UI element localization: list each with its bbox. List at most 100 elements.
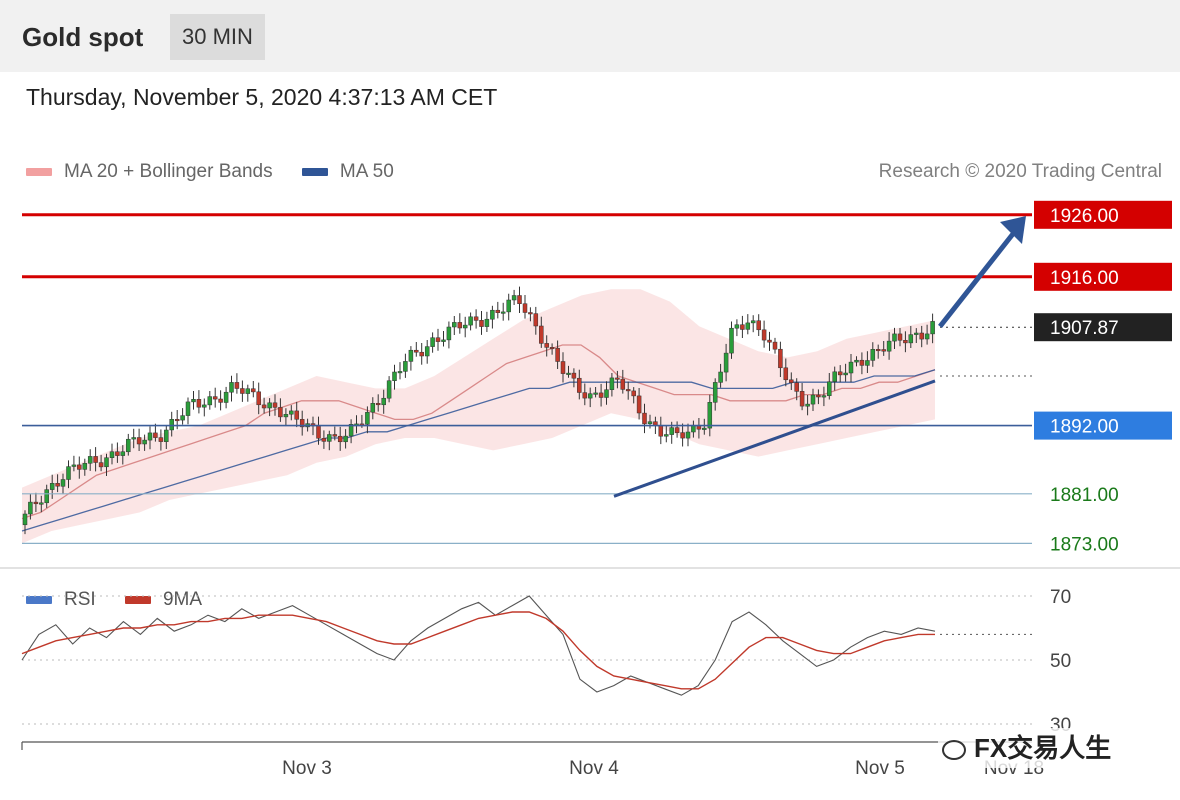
candle-body: [251, 388, 256, 393]
legend-item-ma50: MA 50: [301, 161, 394, 183]
candle-body: [283, 414, 289, 418]
candle-body: [473, 316, 479, 321]
candle-body: [392, 371, 397, 381]
x-tick-label: Nov 4: [569, 758, 619, 779]
candle-body: [750, 320, 756, 324]
legend-label-rsi: RSI: [64, 589, 96, 610]
candle-body: [745, 322, 751, 330]
candle-body: [799, 391, 805, 407]
chat-icon: [942, 740, 966, 761]
candle-body: [430, 337, 435, 347]
candle-body: [28, 501, 33, 515]
rsi-line: [21, 595, 936, 696]
candle-body: [462, 324, 468, 329]
bullish-arrow-head: [1000, 216, 1026, 245]
candle-body: [924, 333, 930, 340]
legend-swatch-ma50: [301, 168, 328, 176]
candle-body: [908, 334, 914, 344]
candle-body: [316, 425, 321, 439]
candle-body: [816, 394, 821, 398]
candle-body: [865, 360, 870, 366]
candle-body: [897, 333, 903, 341]
candle-body: [587, 393, 593, 399]
candle-body: [783, 367, 789, 381]
timeframe-button[interactable]: 30 MIN: [170, 14, 265, 60]
candle-body: [435, 337, 441, 342]
candle-body: [653, 421, 658, 426]
candle-body: [131, 437, 136, 440]
chart-datetime: Thursday, November 5, 2020 4:37:13 AM CE…: [26, 84, 498, 110]
price-level-layer: 1926.00 1916.00 1907.87 1892.00 1881.00 1873.…: [22, 200, 1172, 555]
candle-body: [169, 419, 174, 431]
legend-item-9ma: 9MA: [124, 589, 203, 611]
candle-body: [490, 309, 495, 320]
candle-body: [256, 391, 261, 406]
candle-body: [343, 435, 348, 443]
candle-body: [506, 299, 511, 313]
candle-body: [87, 456, 93, 464]
candle-body: [196, 399, 202, 408]
candle-body: [299, 419, 305, 428]
level-label: 1907.87: [1050, 318, 1119, 339]
candle-body: [870, 349, 876, 361]
candle-body: [207, 396, 213, 406]
candle-body: [723, 352, 729, 373]
candle-body: [479, 320, 484, 327]
candle-body: [212, 396, 218, 400]
legend-label-ma50: MA 50: [339, 161, 394, 182]
watermark-text: FX交易人生: [974, 733, 1112, 763]
candle-body: [778, 348, 783, 369]
level-tag: [1034, 200, 1172, 229]
candle-body: [539, 325, 544, 344]
candle-body: [522, 303, 528, 313]
candle-body: [104, 457, 109, 468]
candle-body: [126, 438, 131, 453]
level-tag: [1034, 262, 1172, 291]
price-legend: MA 20 + Bollinger Bands MA 50: [26, 160, 418, 183]
legend-label-9ma: 9MA: [162, 589, 203, 610]
candle-body: [22, 513, 28, 526]
level-tag: [1034, 411, 1172, 440]
x-axis-layer: Nov 3 Nov 4 Nov 5 Nov 18: [21, 741, 1044, 779]
candle-body: [794, 382, 799, 392]
chart-header: Gold spot 30 MIN: [0, 0, 1180, 72]
bollinger-band: [22, 289, 935, 544]
legend-item-rsi: RSI: [26, 589, 96, 611]
candle-body: [289, 410, 294, 415]
candle-body: [332, 434, 338, 437]
candle-body: [805, 403, 810, 407]
candle-body: [702, 427, 707, 430]
candle-body: [740, 324, 745, 330]
candle-body: [615, 377, 620, 380]
candle-body: [566, 372, 571, 375]
legend-swatch-rsi: [26, 596, 52, 604]
ma20-line: [21, 344, 936, 520]
watermark-badge: FX交易人生: [938, 728, 1120, 768]
candle-body: [712, 382, 718, 403]
candle-body: [756, 320, 761, 331]
candle-body: [598, 392, 604, 398]
candle-body: [321, 438, 327, 442]
candle-body: [577, 377, 582, 393]
rsi-legend: RSI 9MA: [26, 588, 226, 611]
candle-body: [71, 464, 77, 467]
candle-body: [185, 401, 191, 416]
candle-body: [397, 371, 403, 374]
candle-body: [49, 483, 55, 490]
candle-body: [718, 371, 723, 383]
candle-body: [234, 382, 240, 389]
candle-body: [136, 437, 142, 445]
level-label: 1926.00: [1050, 206, 1119, 227]
candle-body: [424, 346, 430, 357]
candle-body: [452, 322, 457, 328]
legend-swatch-ma20: [26, 168, 52, 176]
candle-body: [60, 479, 66, 487]
candle-body: [77, 464, 82, 470]
candle-body: [337, 435, 343, 443]
level-label: 1881.00: [1050, 485, 1119, 506]
ma50-line: [21, 369, 936, 532]
candle-body: [381, 397, 386, 406]
candle-body: [419, 351, 424, 357]
candle-body: [647, 421, 653, 425]
